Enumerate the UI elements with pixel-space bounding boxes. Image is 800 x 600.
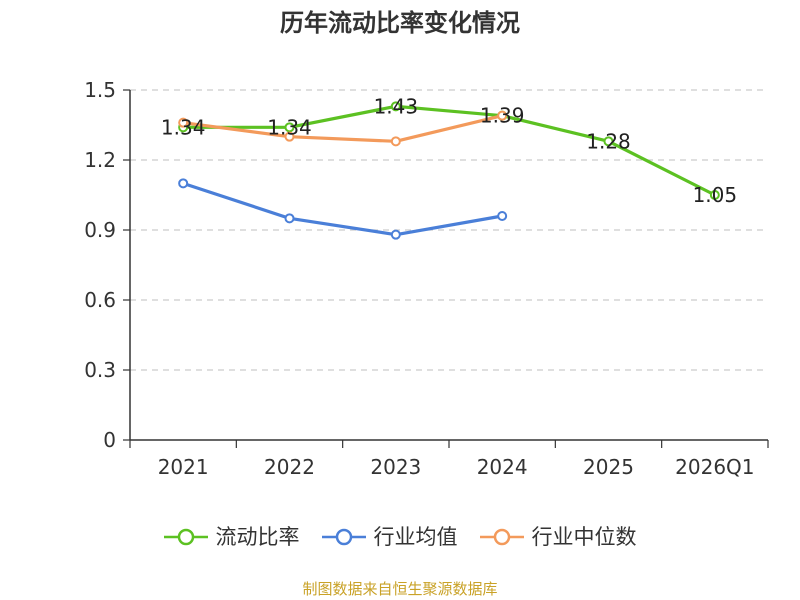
x-tick-label-2025: 2025 [583,455,634,479]
legend-item-industry-median[interactable]: 行业中位数 [479,520,637,554]
data-label-2023: 1.43 [374,94,419,118]
legend-circle-industry-average [335,528,352,546]
legend-circle-current-ratio [177,528,194,546]
data-label-2024: 1.39 [480,104,525,128]
series-0-point-2022 [284,122,295,133]
series-line-1 [182,181,503,237]
data-label-2022: 1.34 [267,115,312,139]
legend-marker-industry-average-icon [321,528,366,546]
legend-label-industry-average: 行业均值 [373,525,458,549]
legend-item-industry-average[interactable]: 行业均值 [321,520,458,554]
legend-circle-industry-median [493,528,510,546]
x-tick-label-2021: 2021 [158,455,209,479]
series-2-point-2023 [390,136,401,147]
series-0-point-2023 [390,101,401,112]
legend-item-current-ratio[interactable]: 流动比率 [163,520,300,554]
data-label-2025: 1.28 [586,129,631,153]
x-tick-label-2022: 2022 [264,455,315,479]
x-tick-label-2024: 2024 [477,455,528,479]
series-2-point-2024 [497,110,508,121]
data-label-2021: 1.34 [161,115,206,139]
series-2-point-2021 [178,117,189,128]
series-line-2 [182,114,503,143]
chart-legend: 流动比率 行业均值 行业中位数 [0,520,800,554]
series-1-point-2023 [390,229,401,240]
x-tick-label-2026Q1: 2026Q1 [675,455,754,479]
y-tick-label-1: 0.3 [84,358,116,382]
x-tick-label-2023: 2023 [370,455,421,479]
legend-marker-industry-median-icon [479,528,524,546]
y-tick-label-3: 0.9 [84,218,116,242]
series-line-0 [183,104,716,197]
y-tick-label-0: 0 [103,428,116,452]
y-tick-label-2: 0.6 [84,288,116,312]
legend-marker-current-ratio-icon [163,528,208,546]
series-1-point-2024 [497,211,508,221]
series-0-point-2025 [603,136,614,147]
series-0-point-2026Q1 [709,190,720,200]
y-tick-label-4: 1.2 [84,148,116,172]
series-1-point-2022 [284,213,295,224]
y-tick-label-5: 1.5 [84,78,116,102]
series-2-point-2022 [284,131,295,142]
data-label-2026Q1: 1.05 [693,183,738,207]
legend-label-current-ratio: 流动比率 [215,525,300,549]
chart-title: 历年流动比率变化情况 [280,9,520,37]
series-1-point-2021 [178,178,189,189]
data-source-note: 制图数据来自恒生聚源数据库 [302,580,498,598]
legend-label-industry-median: 行业中位数 [531,525,637,549]
